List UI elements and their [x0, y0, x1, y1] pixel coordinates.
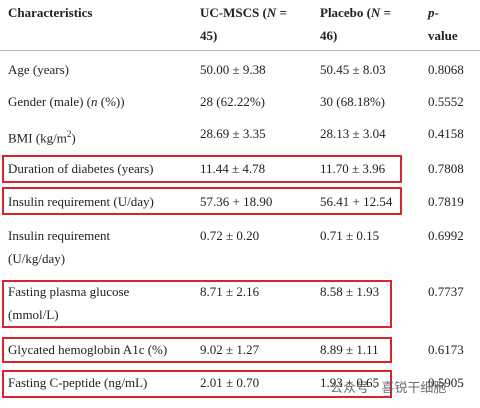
p-value: 0.4158 — [428, 126, 464, 141]
header-p: p- — [428, 5, 439, 21]
header-value: value — [428, 28, 458, 43]
header-uc-mscs-n: 45) — [200, 28, 218, 43]
p-value: 0.5552 — [428, 94, 464, 109]
row-label: BMI (kg/m2) — [8, 126, 76, 146]
row-label: Insulin requirement (U/day) — [8, 194, 154, 209]
highlight-box — [2, 337, 392, 363]
p-value: 0.7819 — [428, 194, 464, 209]
text: - — [434, 5, 439, 20]
highlight-box — [2, 187, 402, 215]
text: N — [370, 5, 381, 20]
placebo-value: 28.13 ± 3.04 — [320, 126, 386, 141]
text: UC-MSCS ( — [200, 5, 267, 20]
row-label: (mmol/L) — [8, 307, 59, 322]
placebo-value: 11.70 ± 3.96 — [320, 161, 386, 176]
placebo-value: 50.45 ± 8.03 — [320, 62, 386, 77]
placebo-value: 8.89 ± 1.11 — [320, 342, 379, 357]
header-placebo: Placebo (N = — [320, 5, 391, 21]
uc-mscs-value: 11.44 ± 4.78 — [200, 161, 266, 176]
placebo-value: 56.41 + 12.54 — [320, 194, 393, 209]
uc-mscs-value: 9.02 ± 1.27 — [200, 342, 260, 357]
uc-mscs-value: 0.72 ± 0.20 — [200, 228, 260, 243]
p-value: 0.7737 — [428, 284, 464, 299]
row-label: Fasting plasma glucose — [8, 284, 130, 299]
header-placebo-n: 46) — [320, 28, 338, 43]
text: = — [380, 5, 391, 20]
text: n — [91, 94, 98, 109]
row-label: Insulin requirement — [8, 228, 111, 243]
row-label: Glycated hemoglobin A1c (%) — [8, 342, 168, 357]
text: Gender (male) ( — [8, 94, 92, 109]
header-uc-mscs: UC-MSCS (N = — [200, 5, 287, 21]
uc-mscs-value: 8.71 ± 2.16 — [200, 284, 260, 299]
p-value: 0.6173 — [428, 342, 464, 357]
text: Placebo ( — [320, 5, 371, 20]
uc-mscs-value: 57.36 + 18.90 — [200, 194, 273, 209]
uc-mscs-value: 2.01 ± 0.70 — [200, 375, 260, 390]
header-characteristics: Characteristics — [8, 5, 93, 20]
uc-mscs-value: 28 (62.22%) — [200, 94, 265, 109]
text: = — [276, 5, 287, 20]
highlight-box — [2, 280, 392, 328]
uc-mscs-value: 28.69 ± 3.35 — [200, 126, 266, 141]
text: 2 — [66, 129, 72, 139]
p-value: 0.6992 — [428, 228, 464, 243]
separator — [0, 50, 480, 51]
placebo-value: 1.93 ± 0.65 — [320, 375, 380, 390]
p-value: 0.5905 — [428, 375, 464, 390]
text: BMI (kg/m — [8, 130, 67, 146]
watermark: 公众号 · 喜锐干细胞 — [330, 381, 447, 396]
uc-mscs-value: 50.00 ± 9.38 — [200, 62, 266, 77]
highlight-box — [2, 155, 402, 183]
p-value: 0.8068 — [428, 62, 464, 77]
row-label: Fasting C-peptide (ng/mL) — [8, 375, 148, 390]
row-label: Duration of diabetes (years) — [8, 161, 154, 176]
highlight-box — [2, 370, 392, 398]
placebo-value: 0.71 ± 0.15 — [320, 228, 380, 243]
text: N — [266, 5, 277, 20]
placebo-value: 8.58 ± 1.93 — [320, 284, 380, 299]
text: p — [428, 5, 435, 20]
text: ) — [71, 130, 76, 146]
row-label: (U/kg/day) — [8, 251, 66, 266]
text: (%)) — [97, 94, 125, 109]
row-label: Age (years) — [8, 62, 69, 77]
placebo-value: 30 (68.18%) — [320, 94, 385, 109]
row-label: Gender (male) (n (%)) — [8, 94, 125, 110]
p-value: 0.7808 — [428, 161, 464, 176]
